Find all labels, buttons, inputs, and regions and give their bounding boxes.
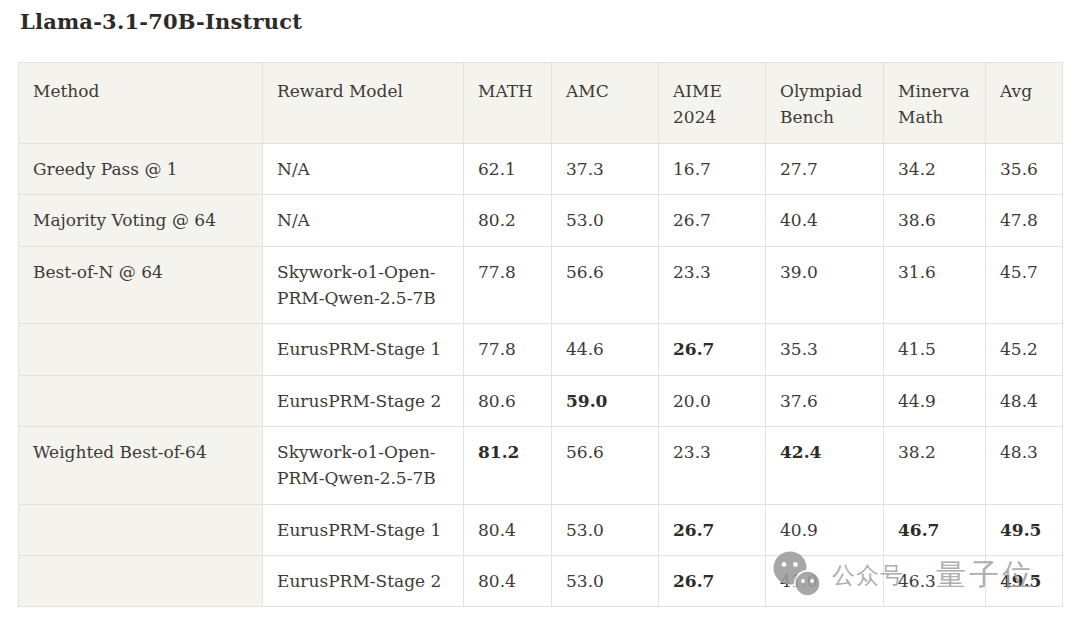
cell-score-aime-2024: 23.3 — [659, 246, 766, 324]
cell-score-avg: 49.5 — [986, 504, 1063, 555]
cell-method: Weighted Best-of-64 — [19, 427, 263, 505]
cell-score-amc: 53.0 — [552, 195, 659, 246]
cell-score-amc: 44.6 — [552, 324, 659, 375]
cell-score-math: 77.8 — [464, 246, 552, 324]
cell-score-avg: 49.5 — [986, 556, 1063, 607]
cell-score-minerva-math: 46.7 — [884, 504, 986, 555]
cell-method: Best-of-N @ 64 — [19, 246, 263, 324]
cell-score-minerva-math: 38.2 — [884, 427, 986, 505]
cell-score-amc: 56.6 — [552, 246, 659, 324]
cell-score-olympiad-bench: 37.6 — [766, 375, 884, 426]
cell-reward-model: Skywork-o1-Open-PRM-Qwen-2.5-7B — [263, 427, 464, 505]
cell-method: Majority Voting @ 64 — [19, 195, 263, 246]
column-header-avg: Avg — [986, 63, 1063, 144]
cell-score-aime-2024: 26.7 — [659, 556, 766, 607]
cell-score-minerva-math: 31.6 — [884, 246, 986, 324]
cell-score-aime-2024: 20.0 — [659, 375, 766, 426]
cell-score-minerva-math: 38.6 — [884, 195, 986, 246]
cell-score-minerva-math: 44.9 — [884, 375, 986, 426]
cell-score-avg: 47.8 — [986, 195, 1063, 246]
header-row: MethodReward ModelMATHAMCAIME 2024Olympi… — [19, 63, 1063, 144]
table-body: Greedy Pass @ 1N/A62.137.316.727.734.235… — [19, 144, 1063, 607]
cell-score-avg: 45.2 — [986, 324, 1063, 375]
column-header-method: Method — [19, 63, 263, 144]
cell-score-aime-2024: 26.7 — [659, 504, 766, 555]
table-row: Majority Voting @ 64N/A80.253.026.740.43… — [19, 195, 1063, 246]
cell-score-olympiad-bench: 42.4 — [766, 427, 884, 505]
column-header-minerva-math: Minerva Math — [884, 63, 986, 144]
cell-score-amc: 37.3 — [552, 144, 659, 195]
cell-reward-model: Skywork-o1-Open-PRM-Qwen-2.5-7B — [263, 246, 464, 324]
cell-method — [19, 324, 263, 375]
table-row: EurusPRM-Stage 280.453.026.741.046.349.5 — [19, 556, 1063, 607]
cell-score-math: 77.8 — [464, 324, 552, 375]
cell-score-avg: 48.3 — [986, 427, 1063, 505]
cell-score-aime-2024: 26.7 — [659, 195, 766, 246]
cell-score-aime-2024: 26.7 — [659, 324, 766, 375]
cell-method: Greedy Pass @ 1 — [19, 144, 263, 195]
cell-score-avg: 35.6 — [986, 144, 1063, 195]
cell-method — [19, 375, 263, 426]
cell-score-amc: 59.0 — [552, 375, 659, 426]
cell-reward-model: EurusPRM-Stage 2 — [263, 375, 464, 426]
cell-score-math: 80.2 — [464, 195, 552, 246]
cell-score-minerva-math: 41.5 — [884, 324, 986, 375]
table-row: Best-of-N @ 64Skywork-o1-Open-PRM-Qwen-2… — [19, 246, 1063, 324]
cell-reward-model: EurusPRM-Stage 2 — [263, 556, 464, 607]
cell-score-olympiad-bench: 39.0 — [766, 246, 884, 324]
cell-score-math: 80.4 — [464, 556, 552, 607]
cell-score-olympiad-bench: 35.3 — [766, 324, 884, 375]
column-header-math: MATH — [464, 63, 552, 144]
cell-score-minerva-math: 34.2 — [884, 144, 986, 195]
cell-reward-model: EurusPRM-Stage 1 — [263, 504, 464, 555]
table-row: EurusPRM-Stage 280.659.020.037.644.948.4 — [19, 375, 1063, 426]
results-table: MethodReward ModelMATHAMCAIME 2024Olympi… — [18, 62, 1063, 607]
cell-score-amc: 53.0 — [552, 556, 659, 607]
column-header-reward-model: Reward Model — [263, 63, 464, 144]
page-title: Llama-3.1-70B-Instruct — [20, 9, 302, 34]
table-row: Greedy Pass @ 1N/A62.137.316.727.734.235… — [19, 144, 1063, 195]
cell-score-aime-2024: 16.7 — [659, 144, 766, 195]
cell-reward-model: N/A — [263, 144, 464, 195]
cell-score-amc: 53.0 — [552, 504, 659, 555]
cell-score-math: 81.2 — [464, 427, 552, 505]
cell-reward-model: EurusPRM-Stage 1 — [263, 324, 464, 375]
cell-score-olympiad-bench: 27.7 — [766, 144, 884, 195]
cell-score-avg: 48.4 — [986, 375, 1063, 426]
column-header-amc: AMC — [552, 63, 659, 144]
cell-score-amc: 56.6 — [552, 427, 659, 505]
column-header-aime-2024: AIME 2024 — [659, 63, 766, 144]
table-row: Weighted Best-of-64Skywork-o1-Open-PRM-Q… — [19, 427, 1063, 505]
cell-score-olympiad-bench: 40.4 — [766, 195, 884, 246]
cell-score-olympiad-bench: 40.9 — [766, 504, 884, 555]
cell-score-minerva-math: 46.3 — [884, 556, 986, 607]
cell-method — [19, 504, 263, 555]
table-row: EurusPRM-Stage 177.844.626.735.341.545.2 — [19, 324, 1063, 375]
cell-reward-model: N/A — [263, 195, 464, 246]
cell-score-avg: 45.7 — [986, 246, 1063, 324]
cell-score-math: 80.4 — [464, 504, 552, 555]
table-row: EurusPRM-Stage 180.453.026.740.946.749.5 — [19, 504, 1063, 555]
cell-score-olympiad-bench: 41.0 — [766, 556, 884, 607]
cell-score-math: 62.1 — [464, 144, 552, 195]
cell-score-aime-2024: 23.3 — [659, 427, 766, 505]
cell-method — [19, 556, 263, 607]
column-header-olympiad-bench: Olympiad Bench — [766, 63, 884, 144]
cell-score-math: 80.6 — [464, 375, 552, 426]
